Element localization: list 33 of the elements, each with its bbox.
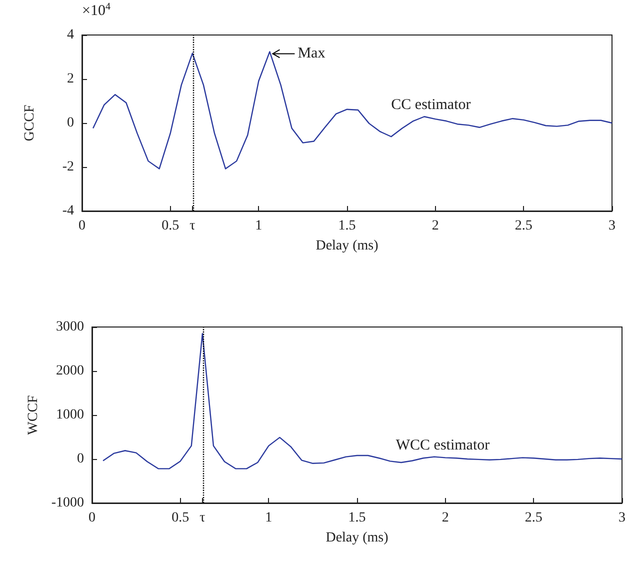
annotation: Max (298, 46, 326, 62)
x-tick-label: 0.5 (162, 218, 180, 234)
annotation: WCC estimator (396, 437, 490, 454)
x-tick-label: 3 (608, 218, 616, 234)
x-tick-label: 1 (255, 218, 262, 234)
x-tick-label: τ (200, 510, 206, 526)
x-tick-label: 2 (442, 510, 449, 526)
x-tick-label: 2.5 (514, 218, 532, 234)
x-tick-label: 1 (265, 510, 272, 526)
line-series (102, 333, 623, 470)
x-tick-label: 0.5 (172, 510, 190, 526)
x-tick-label: 3 (618, 510, 626, 526)
x-tick-label: 0 (88, 510, 96, 526)
x-tick-label: 2 (432, 218, 439, 234)
y-tick-label: 4 (67, 28, 74, 42)
y-tick-label: 3000 (56, 320, 84, 334)
y-tick-label: -1000 (51, 496, 84, 510)
y-tick-label: 2 (67, 72, 74, 86)
x-tick-label: τ (190, 218, 196, 234)
x-tick-label: 1.5 (338, 218, 356, 234)
y-tick-label: 1000 (56, 408, 84, 422)
y-tick-label: -2 (62, 160, 74, 174)
y-tick-label: 0 (67, 116, 74, 130)
x-tick-label: 2.5 (524, 510, 542, 526)
x-axis-title: Delay (ms) (316, 238, 379, 254)
y-axis-title: GCCF (22, 104, 38, 142)
annotation: CC estimator (391, 97, 471, 114)
x-tick-label: 1.5 (348, 510, 366, 526)
y-axis-title: WCCF (26, 394, 41, 435)
y-tick-label: -4 (62, 204, 74, 218)
y-tick-label: 0 (77, 452, 84, 466)
y-tick-label: 2000 (56, 364, 84, 378)
x-axis-title: Delay (ms) (326, 530, 389, 546)
